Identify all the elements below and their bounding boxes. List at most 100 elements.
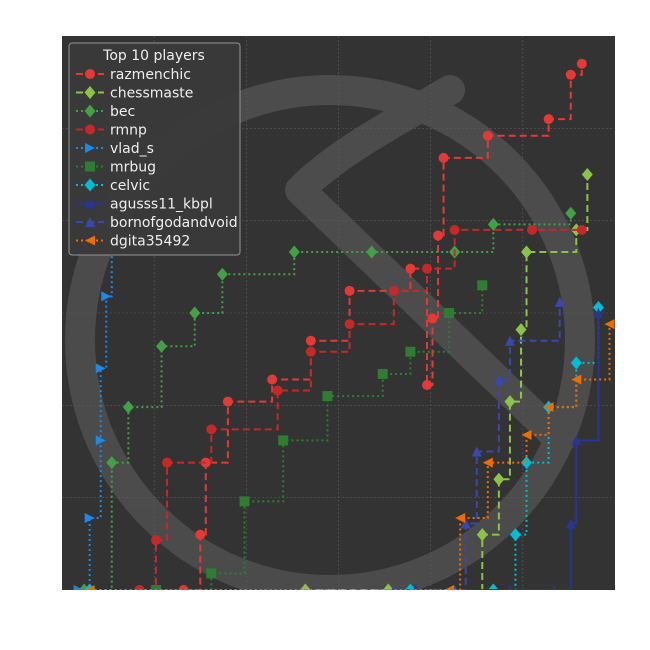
data-point [106,456,118,470]
data-point [471,446,482,457]
legend-marker [85,124,95,135]
legend-label: agusss11_kbpl [110,197,213,213]
legend-marker [84,178,96,192]
data-point [509,528,521,542]
legend-item: bornofgodandvoid [76,215,238,231]
legend-item: chessmaste [76,86,193,102]
data-point [551,585,557,590]
data-point [515,323,527,337]
data-point [216,267,228,281]
legend-marker [85,198,95,209]
data-point [433,230,444,241]
data-point [482,130,493,141]
data-point [178,585,189,590]
series-line [305,174,589,590]
data-point [344,285,355,296]
data-point [84,585,95,590]
legend-label: vlad_s [110,141,154,157]
data-point [438,152,449,163]
series-layer [73,58,615,590]
legend-item: dgita35492 [76,234,190,250]
data-point [507,585,513,590]
series-agusss11_kbpl [413,308,604,590]
legend-label: razmenchic [110,67,191,83]
legend-label: celvic [110,178,150,194]
legend-label: chessmaste [110,86,193,102]
data-point [487,583,499,590]
data-point [222,396,233,407]
series-dgita35492 [84,319,615,590]
legend-item: rmnp [76,123,147,139]
data-point [576,58,587,69]
data-point [565,206,577,220]
legend-marker [85,217,95,227]
data-point [288,245,300,259]
data-point [156,339,168,353]
data-point [101,291,112,302]
series-line [393,301,561,590]
data-point [571,435,582,446]
data-point [322,391,333,402]
series-bec [78,206,577,590]
data-point [267,374,278,385]
series-line [84,213,572,590]
data-point [570,356,582,370]
data-point [151,535,162,546]
data-point [521,245,533,259]
data-point [388,285,399,296]
data-point [73,585,84,590]
data-point [593,308,604,318]
data-point [592,300,604,314]
data-point [444,308,455,318]
legend: Top 10 players razmenchic chessmaste bec rm… [68,42,241,256]
data-point [482,457,493,468]
data-point [460,518,471,529]
series-mrbug [151,280,488,590]
legend-label: bec [110,104,135,120]
data-point [95,435,106,446]
series-rmnp [134,224,587,590]
legend-marker [85,143,95,153]
data-point [391,585,397,590]
data-point [344,319,355,330]
data-point [377,368,388,379]
data-point [504,395,516,409]
data-point [206,424,217,435]
legend-item: agusss11_kbpl [76,197,213,213]
data-point [122,400,134,414]
data-point [581,168,593,181]
data-point [382,583,394,590]
data-point [84,512,95,523]
legend-item: vlad_s [76,141,154,157]
data-point [272,385,283,396]
legend-marker [85,235,95,246]
data-point [487,217,499,231]
legend-title: Top 10 players [102,48,205,64]
data-point [189,306,201,320]
legend-item: razmenchic [76,67,191,83]
data-point [206,568,217,579]
legend-item: bec [76,104,135,120]
data-point [421,263,432,274]
data-point [427,313,438,324]
legend-marker [84,86,96,99]
data-point [493,374,504,385]
data-point [455,512,466,523]
data-point [604,319,615,330]
data-point [405,263,416,274]
data-point [571,374,582,385]
legend-box [68,42,241,256]
data-point [305,346,316,357]
data-point [305,335,316,346]
data-point [299,583,311,590]
data-point [134,585,145,590]
data-point [476,528,488,542]
legend-marker [84,104,96,118]
data-point [554,296,565,307]
data-point [504,335,515,346]
data-point [278,435,289,446]
legend-label: bornofgodandvoid [110,215,238,231]
data-point [195,529,206,540]
data-point [449,224,460,235]
